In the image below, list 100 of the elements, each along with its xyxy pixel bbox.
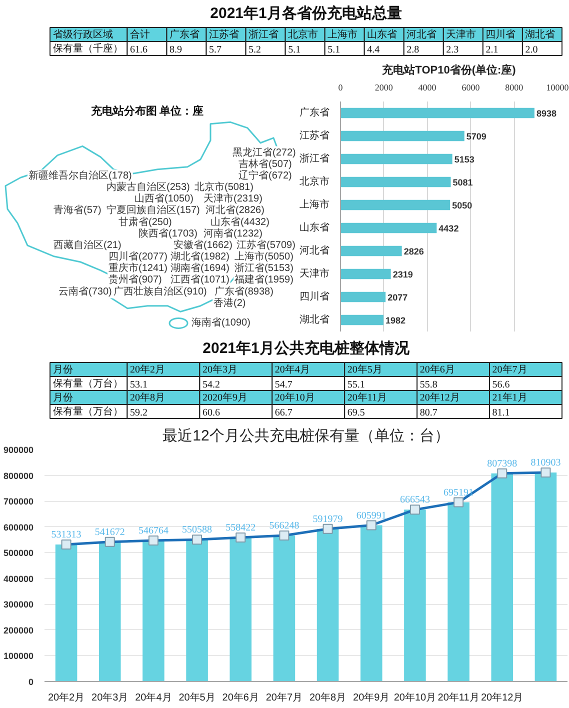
bar — [55, 544, 78, 682]
x-tick-label: 20年2月 — [48, 692, 85, 704]
text: 青海省(57) — [54, 204, 102, 216]
data-label: 8.9 — [170, 44, 182, 56]
y-tick-label: 浙江省 — [300, 152, 330, 164]
x-tick-label: 8000 — [505, 82, 524, 92]
text: 吉林省(507) — [238, 158, 292, 170]
data-label: 54.2 — [202, 380, 220, 390]
data-label: 60.6 — [202, 408, 220, 418]
bar — [404, 510, 426, 682]
data-label: 546764 — [138, 526, 168, 537]
y-tick-label: 湖北省 — [300, 314, 330, 326]
data-label: 5.1 — [288, 44, 301, 56]
data-label: 80.7 — [420, 408, 438, 418]
data-label: 2077 — [388, 292, 408, 302]
text: 广西壮族自治区(910) — [114, 285, 207, 298]
x-tick-label: 20年4月 — [135, 692, 172, 704]
x-tick-label: 4000 — [418, 82, 437, 92]
category-label: 20年2月 — [130, 364, 165, 376]
category-label: 20年10月 — [274, 392, 315, 404]
text: 福建省(1959) — [234, 274, 294, 286]
data-label: 2.0 — [525, 44, 538, 56]
text: 香港(2) — [214, 296, 246, 309]
category-label: 2020年9月 — [202, 392, 248, 404]
category-label: 20年8月 — [130, 392, 165, 404]
chart-title: 最近12个月公共充电桩保有量（单位：台） — [162, 428, 450, 444]
data-label: 2.3 — [446, 44, 459, 56]
bar — [142, 540, 164, 682]
bar — [340, 246, 402, 256]
text: 甘肃省(250) — [118, 216, 172, 228]
bar — [360, 525, 382, 682]
y-tick-label: 400000 — [3, 574, 34, 584]
text: 月份 — [52, 392, 73, 404]
data-label: 2319 — [392, 270, 413, 280]
data-label: 2.8 — [406, 44, 420, 56]
bar — [340, 314, 384, 326]
y-tick-label: 700000 — [3, 496, 34, 507]
bar — [340, 292, 386, 302]
y-tick-label: 100000 — [3, 651, 34, 662]
data-label: 8938 — [536, 108, 556, 118]
bar — [273, 536, 296, 682]
data-label: 55.8 — [420, 380, 438, 390]
chart-title: 充电站TOP10省份(单位:座) — [381, 64, 516, 76]
text: 2021年1月公共充电桩整体情况 — [202, 339, 410, 357]
category-label: 20年5月 — [347, 364, 382, 376]
data-label: 605991 — [356, 510, 386, 522]
y-tick-label: 四川省 — [300, 290, 330, 302]
data-label: 2826 — [404, 246, 424, 256]
text: 北京市(5081) — [194, 181, 254, 194]
x-tick-label: 20年7月 — [266, 692, 303, 704]
data-label: 566248 — [269, 520, 300, 532]
data-label: 69.5 — [347, 408, 365, 418]
text: 省级行政区域 — [52, 28, 113, 40]
data-label: 810903 — [530, 457, 561, 468]
bar — [340, 200, 450, 210]
data-label: 1982 — [386, 316, 406, 326]
text: 云南省(730) — [58, 285, 112, 298]
category-label: 20年12月 — [420, 392, 460, 404]
data-label: 5153 — [454, 154, 474, 164]
x-tick-label: 20年11月 — [438, 692, 480, 704]
data-label: 61.6 — [130, 44, 148, 56]
data-label: 2.1 — [486, 44, 498, 56]
y-tick-label: 900000 — [3, 445, 34, 455]
data-label: 56.6 — [492, 380, 510, 390]
data-label: 54.7 — [274, 380, 292, 390]
y-tick-label: 河北省 — [300, 244, 330, 256]
bar — [340, 222, 437, 234]
text: 江西省(1071) — [170, 274, 230, 286]
category-label: 合计 — [130, 28, 150, 40]
category-label: 20年4月 — [274, 364, 310, 376]
text: 江苏省(5709) — [236, 238, 296, 251]
category-label: 20年6月 — [420, 364, 455, 376]
x-tick-label: 20年8月 — [309, 692, 346, 704]
category-label: 山东省 — [367, 28, 398, 40]
text: 天津市(2319) — [204, 192, 262, 205]
bar — [534, 472, 557, 682]
data-label: 81.1 — [492, 408, 510, 418]
text: 山西省(1050) — [134, 192, 194, 205]
y-tick-label: 200000 — [3, 625, 34, 636]
text: 2021年1月各省份充电站总量 — [210, 4, 402, 22]
category-label: 21年1月 — [492, 392, 528, 404]
category-label: 20年11月 — [347, 392, 388, 404]
bar — [230, 538, 252, 682]
bar — [340, 154, 452, 164]
data-label: 591979 — [312, 514, 343, 525]
category-label: 湖北省 — [525, 28, 556, 40]
y-tick-label: 0 — [28, 677, 34, 687]
text: 广东省(8938) — [214, 285, 274, 298]
category-label: 天津市 — [446, 28, 476, 40]
data-label: 695191 — [444, 487, 474, 498]
bar — [98, 542, 121, 682]
bar — [340, 176, 451, 188]
y-tick-label: 北京市 — [300, 176, 330, 188]
x-tick-label: 20年9月 — [353, 692, 390, 704]
text: 充电站分布图 单位：座 — [90, 104, 204, 118]
text: 保有量（万台） — [52, 378, 123, 390]
x-tick-label: 10000 — [546, 82, 569, 92]
x-tick-label: 20年10月 — [394, 692, 436, 704]
text: 黑龙江省(272) — [232, 146, 296, 158]
x-tick-label: 20年6月 — [222, 692, 259, 704]
